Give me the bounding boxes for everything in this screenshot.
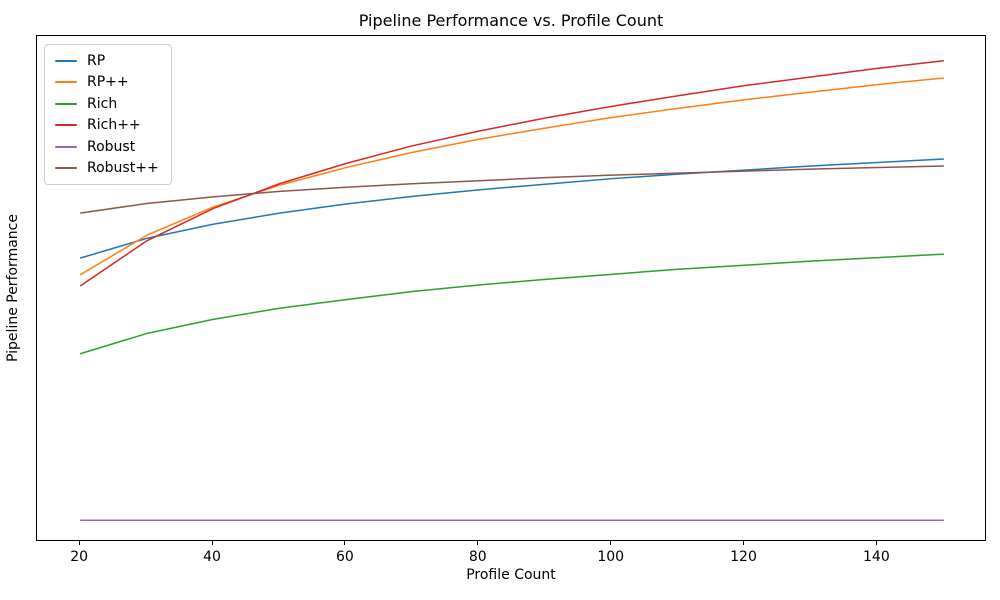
- legend-row-Rich++: Rich++: [55, 115, 159, 137]
- legend-swatch-icon: [55, 167, 77, 170]
- series-line-RP: [79, 158, 944, 259]
- y-axis-label: Pipeline Performance: [5, 214, 21, 362]
- legend-label: Rich: [87, 95, 118, 112]
- legend-row-Robust: Robust: [55, 136, 159, 158]
- series-line-Robust++: [80, 165, 944, 214]
- x-tick-label: 60: [335, 549, 354, 565]
- legend-label: RP: [87, 52, 106, 69]
- series-line-RP++: [79, 77, 944, 276]
- legend-row-RP++: RP++: [55, 72, 159, 94]
- legend-swatch-icon: [55, 145, 77, 148]
- x-tick-mark: [743, 541, 744, 545]
- x-tick-mark: [477, 541, 479, 545]
- plot-area: RP RP++ Rich Rich++ Robust Robust++: [36, 35, 986, 541]
- legend-swatch-icon: [55, 102, 77, 105]
- legend: RP RP++ Rich Rich++ Robust Robust++: [44, 44, 172, 185]
- x-tick-label: 80: [468, 549, 487, 565]
- legend-label: RP++: [87, 74, 129, 91]
- legend-label: Robust++: [87, 160, 159, 177]
- x-tick-label: 120: [730, 549, 757, 565]
- x-tick-label: 40: [203, 549, 221, 565]
- legend-swatch-icon: [55, 59, 77, 62]
- x-tick-mark: [875, 541, 877, 545]
- legend-row-Rich: Rich: [55, 93, 159, 115]
- legend-label: Robust: [87, 138, 136, 155]
- series-line-Rich++: [79, 60, 944, 287]
- x-tick-label: 140: [863, 549, 890, 565]
- x-tick-mark: [211, 541, 213, 545]
- line-plot-canvas: [79, 60, 944, 521]
- legend-row-Robust++: Robust++: [55, 158, 159, 180]
- legend-row-RP: RP: [55, 50, 159, 72]
- x-tick-mark: [610, 541, 612, 545]
- series-line-Rich: [79, 253, 944, 355]
- x-tick-mark: [78, 541, 80, 545]
- legend-swatch-icon: [55, 81, 77, 84]
- x-tick-label: 100: [597, 549, 625, 565]
- legend-swatch-icon: [55, 124, 77, 127]
- x-axis-label: Profile Count: [466, 567, 556, 583]
- legend-label: Rich++: [87, 117, 141, 134]
- x-tick-label: 20: [70, 549, 89, 565]
- chart-title: Pipeline Performance vs. Profile Count: [358, 11, 664, 30]
- x-tick-mark: [344, 541, 346, 545]
